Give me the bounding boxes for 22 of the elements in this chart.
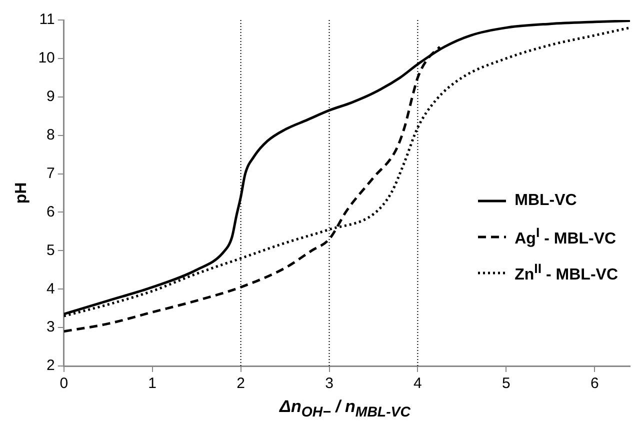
y-tick-label: 2 [46,357,55,374]
y-tick-label: 9 [46,88,55,106]
y-tick-label: 6 [46,203,55,220]
y-tick-label: 4 [46,280,55,298]
x-axis-title: Δn$_{OH−}$ / n$_{MBL-VC}$ [278,396,412,422]
legend-label: Ag$^{I}$ - MBL-VC [514,225,616,249]
y-tick-label: 3 [46,318,55,336]
x-tick-label: 6 [590,375,599,392]
y-tick-label: 5 [46,242,55,259]
x-tick-label: 2 [236,375,245,392]
y-tick-label: 11 [39,11,55,28]
y-axis-title: pH [13,182,30,204]
legend-label: Zn$^{II}$ - MBL-VC [514,261,618,285]
y-tick-label: 7 [46,164,55,182]
legend-label: MBL-VC [514,192,577,210]
y-tick-label: 10 [38,50,55,67]
y-tick-label: 8 [46,126,55,144]
x-tick-label: 1 [148,375,157,392]
x-tick-label: 4 [414,375,422,392]
x-tick-label: 5 [502,375,510,392]
x-tick-label: 3 [325,375,334,392]
x-tick-label: 0 [60,375,68,392]
